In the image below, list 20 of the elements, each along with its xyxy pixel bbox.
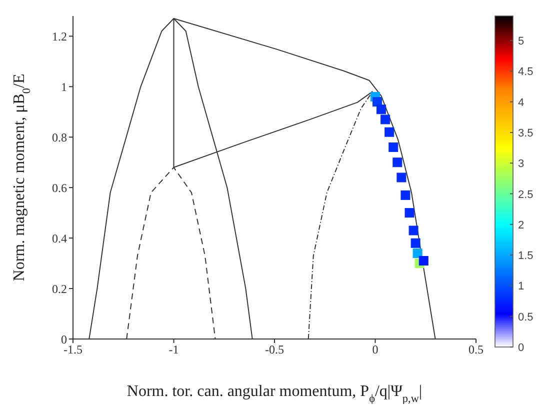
y-tick-label: 0.6 xyxy=(52,180,67,195)
y-tick-label: 1 xyxy=(61,80,67,94)
color-bar-label: 2 xyxy=(518,219,524,232)
color-bar-label: 4 xyxy=(518,96,524,109)
color-bar-label: 3.5 xyxy=(518,127,534,140)
x-tick-label: -1 xyxy=(168,342,179,357)
x-tick-label: 0.5 xyxy=(468,342,484,357)
color-bar-label: 1.5 xyxy=(518,250,534,262)
x-tick-label: -0.5 xyxy=(265,342,284,357)
color-bar-label: 4.5 xyxy=(518,66,534,78)
y-tick-label: 0.8 xyxy=(52,130,67,144)
y-tick-label: 1.2 xyxy=(52,29,67,44)
y-tick-label: 0.4 xyxy=(52,231,67,246)
color-bar-label: 2.5 xyxy=(518,188,534,201)
color-bar-label: 5 xyxy=(518,36,524,48)
color-bar-label: 3 xyxy=(518,158,524,170)
color-bar-label: 1 xyxy=(518,280,524,293)
color-bar-label: 0.5 xyxy=(518,311,534,324)
x-tick-label: 0 xyxy=(372,342,378,357)
y-tick-label: 0.2 xyxy=(52,282,67,296)
